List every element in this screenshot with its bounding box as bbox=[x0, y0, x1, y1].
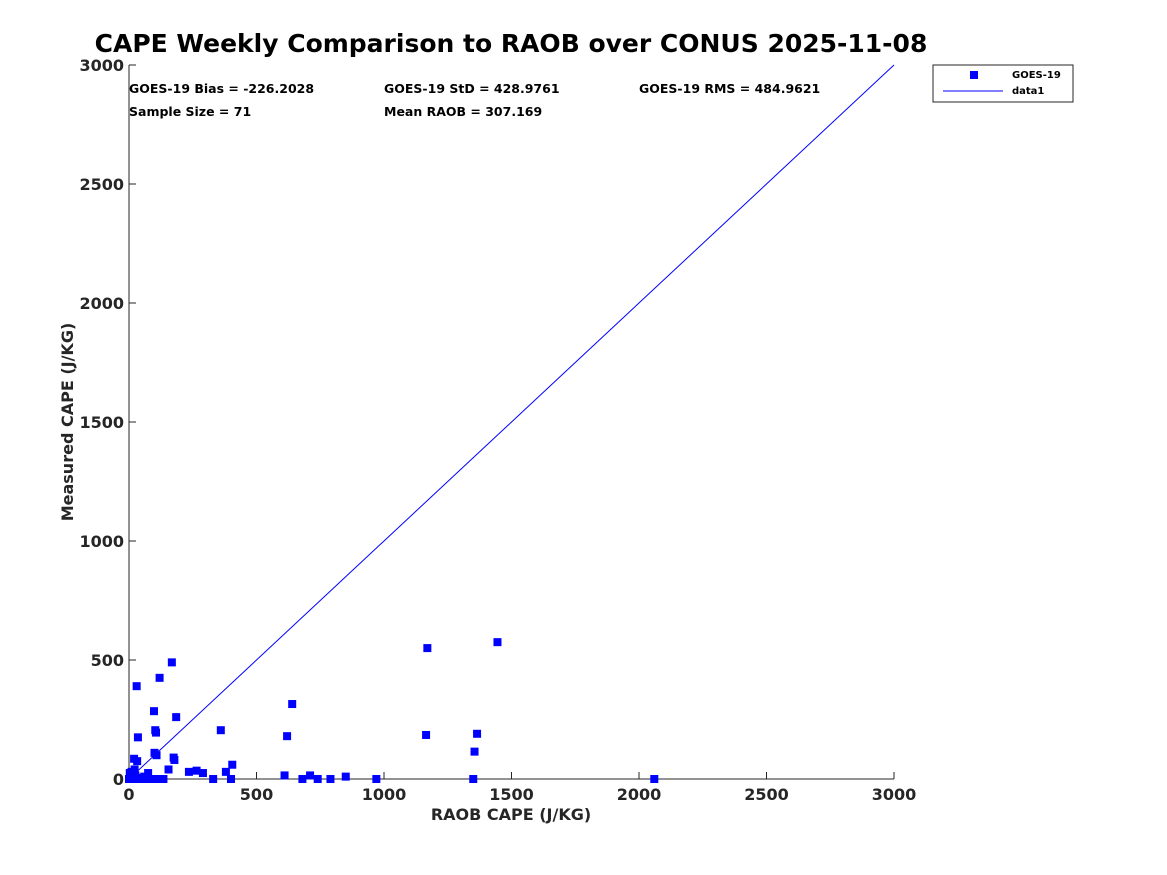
data-point bbox=[283, 732, 292, 741]
data-point bbox=[288, 700, 297, 709]
stat-mean-raob: Mean RAOB = 307.169 bbox=[384, 104, 542, 119]
series-line-data1 bbox=[128, 64, 895, 780]
data-point bbox=[184, 767, 193, 776]
x-tick-label: 0 bbox=[123, 785, 134, 804]
chart-title: CAPE Weekly Comparison to RAOB over CONU… bbox=[95, 29, 928, 58]
data-point bbox=[341, 772, 350, 781]
y-tick-label: 3000 bbox=[79, 56, 124, 75]
y-tick-label: 1500 bbox=[79, 413, 124, 432]
data-point bbox=[159, 775, 168, 783]
y-tick-label: 500 bbox=[91, 651, 124, 670]
x-tick-label: 1500 bbox=[489, 785, 534, 804]
data-point bbox=[155, 673, 164, 682]
data-point bbox=[298, 775, 307, 783]
stat-rms: GOES-19 RMS = 484.9621 bbox=[639, 81, 820, 96]
data-point bbox=[130, 765, 139, 774]
stat-std: GOES-19 StD = 428.9761 bbox=[384, 81, 560, 96]
x-tick-label: 500 bbox=[240, 785, 273, 804]
plot-area bbox=[125, 64, 895, 783]
y-tick-label: 0 bbox=[113, 770, 124, 789]
legend-marker-goes19 bbox=[970, 71, 978, 79]
data-point bbox=[133, 733, 142, 742]
x-tick-label: 3000 bbox=[872, 785, 917, 804]
y-axis-label: Measured CAPE (J/KG) bbox=[58, 323, 77, 522]
data-point bbox=[228, 760, 237, 769]
data-point bbox=[144, 769, 153, 778]
legend-box bbox=[932, 64, 1074, 103]
data-point bbox=[192, 766, 201, 775]
x-tick-label: 2500 bbox=[744, 785, 789, 804]
stats-block: GOES-19 Bias = -226.2028 GOES-19 StD = 4… bbox=[129, 81, 820, 119]
data-point bbox=[422, 730, 431, 739]
data-point bbox=[313, 775, 322, 783]
legend-label-goes19: GOES-19 bbox=[1012, 70, 1061, 81]
x-tick-label: 2000 bbox=[617, 785, 662, 804]
data-point bbox=[132, 682, 141, 691]
data-point bbox=[152, 751, 161, 760]
data-point bbox=[152, 728, 161, 737]
stat-bias: GOES-19 Bias = -226.2028 bbox=[129, 81, 314, 96]
data-point bbox=[423, 644, 432, 653]
data-point bbox=[650, 775, 659, 783]
x-tick-label: 1000 bbox=[362, 785, 407, 804]
data-point bbox=[306, 771, 315, 780]
data-point bbox=[493, 638, 502, 647]
data-point bbox=[469, 775, 478, 783]
x-axis-label: RAOB CAPE (J/KG) bbox=[431, 805, 591, 824]
data-point bbox=[198, 769, 207, 778]
data-point bbox=[167, 658, 176, 667]
y-tick-label: 2500 bbox=[79, 175, 124, 194]
data-point bbox=[216, 726, 225, 735]
data-point bbox=[473, 729, 482, 738]
legend: GOES-19 data1 bbox=[932, 64, 1074, 103]
legend-label-data1: data1 bbox=[1012, 86, 1044, 97]
data-point bbox=[149, 707, 158, 716]
data-point bbox=[170, 755, 179, 764]
y-tick-label: 1000 bbox=[79, 532, 124, 551]
y-tick-label: 2000 bbox=[79, 294, 124, 313]
data-point bbox=[133, 757, 142, 766]
data-point bbox=[172, 713, 181, 722]
x-ticks: 0 500 1000 1500 2000 2500 3000 bbox=[123, 772, 916, 804]
data-point bbox=[209, 775, 218, 783]
y-ticks: 0 500 1000 1500 2000 2500 3000 bbox=[79, 56, 136, 789]
data-point bbox=[280, 771, 289, 780]
data-point bbox=[227, 775, 235, 783]
data-point bbox=[470, 747, 479, 756]
data-point bbox=[164, 765, 173, 774]
stat-sample-size: Sample Size = 71 bbox=[129, 104, 251, 119]
data-point bbox=[221, 767, 230, 776]
data-point bbox=[372, 775, 381, 783]
data-point bbox=[326, 775, 335, 783]
